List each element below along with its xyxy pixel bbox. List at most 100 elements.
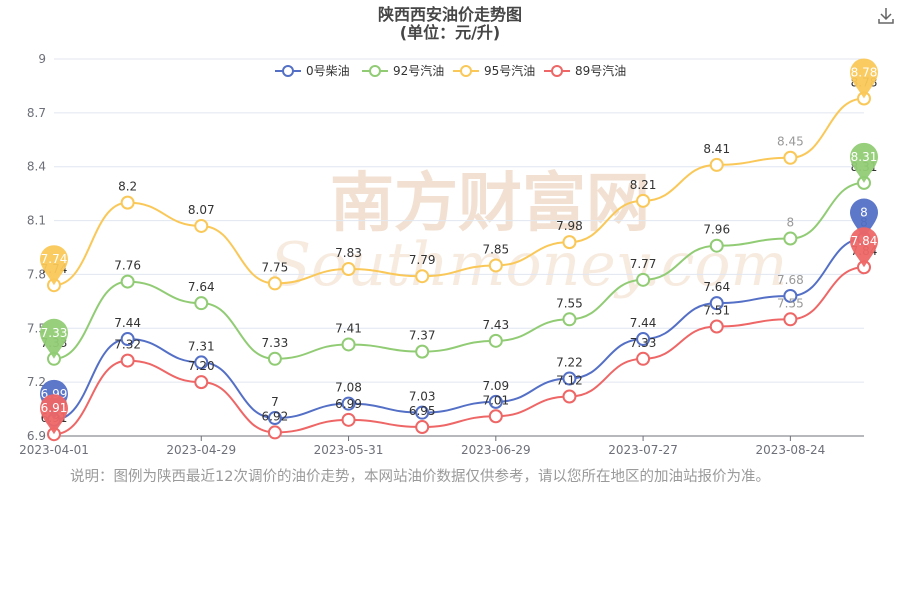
legend[interactable]: 0号柴油 92号汽油 95号汽油 89号汽油 (275, 63, 626, 78)
data-point (267, 351, 282, 366)
x-axis: 2023-04-01 2023-04-29 2023-05-31 2023-06-29… (19, 435, 864, 457)
data-point (709, 319, 724, 334)
pin-shape (850, 227, 878, 268)
y-axis: 6.97.27.57.88.18.48.79 (27, 52, 46, 443)
x-tick-label: 2023-06-29 (461, 443, 531, 457)
data-point (194, 355, 209, 370)
data-label: 7.55 (777, 296, 804, 310)
y-tick-label: 7.8 (27, 267, 46, 281)
data-label: 7.33 (262, 336, 289, 350)
pin-label: 7.33 (41, 326, 68, 340)
data-label: 7.32 (114, 338, 141, 352)
pin-label: 8.78 (851, 65, 878, 79)
x-tick-label: 2023-04-01 (19, 443, 89, 457)
y-tick-label: 8.7 (27, 106, 46, 120)
data-label: 7.03 (409, 390, 436, 404)
data-point (415, 420, 430, 435)
data-label: 7.22 (556, 356, 583, 370)
data-label: 7.68 (777, 273, 804, 287)
data-label: 7.41 (335, 321, 362, 335)
data-point (267, 411, 282, 426)
data-label: 7.79 (409, 253, 436, 267)
pin-shape (850, 58, 878, 99)
pin-shape (40, 318, 68, 359)
pin-marker-min: 6.91 (40, 394, 68, 435)
x-tick-label: 2023-05-31 (314, 443, 384, 457)
data-label: 7.55 (556, 296, 583, 310)
legend-item-2[interactable]: 95号汽油 (453, 63, 535, 78)
legend-label: 89号汽油 (575, 63, 626, 78)
data-point (488, 333, 503, 348)
legend-item-1[interactable]: 92号汽油 (362, 63, 444, 78)
data-label: 7.12 (556, 374, 583, 388)
legend-item-0[interactable]: 0号柴油 (275, 64, 350, 78)
data-point (267, 425, 282, 440)
data-point (709, 157, 724, 172)
series-lines (53, 97, 865, 436)
download-icon[interactable] (876, 6, 896, 26)
data-point (194, 296, 209, 311)
data-label: 8 (787, 216, 795, 230)
data-label: 7.96 (703, 223, 730, 237)
pin-shape (40, 245, 68, 286)
data-label: 8.41 (703, 142, 730, 156)
pin-marker-min: 7.74 (40, 245, 68, 286)
x-tick-label: 2023-08-24 (755, 443, 825, 457)
watermark: 南方财富网 Southmoney.com (270, 166, 787, 300)
series-line-2 (53, 97, 865, 287)
y-tick-label: 8.4 (27, 160, 46, 174)
data-point (267, 276, 282, 291)
data-point (415, 344, 430, 359)
data-point (415, 269, 430, 284)
data-point (488, 409, 503, 424)
chart-title-line1: 陕西西安油价走势图 (378, 5, 522, 24)
data-label: 7.98 (556, 219, 583, 233)
pin-label: 6.91 (41, 401, 68, 415)
data-point (562, 312, 577, 327)
data-point (636, 332, 651, 347)
legend-item-3[interactable]: 89号汽油 (544, 63, 626, 78)
pin-marker-max: 8.78 (850, 58, 878, 99)
series-line-0 (53, 237, 865, 421)
data-point (194, 218, 209, 233)
data-label: 7.51 (703, 303, 730, 317)
data-label: 7.01 (482, 393, 509, 407)
data-point (562, 371, 577, 386)
pin-marker-min: 7.33 (40, 318, 68, 359)
data-label: 7 (271, 395, 279, 409)
min-max-markers: 6.99 8 7.33 8.31 7.74 8.78 6.91 7.84 (40, 58, 878, 435)
data-point (783, 312, 798, 327)
pin-shape (40, 394, 68, 435)
pin-shape (850, 142, 878, 183)
data-label: 7.76 (114, 259, 141, 273)
data-label: 6.99 (335, 397, 362, 411)
data-point (120, 353, 135, 368)
pin-marker-max: 8 (850, 198, 878, 239)
data-point (341, 337, 356, 352)
legend-symbol (460, 65, 472, 77)
pin-shape (850, 198, 878, 239)
data-point (636, 193, 651, 208)
chart-note: 说明：图例为陕西最近12次调价的油价走势，本网站油价数据仅供参考，请以您所在地区… (70, 469, 770, 485)
data-point (120, 195, 135, 210)
legend-symbol (369, 65, 381, 77)
data-label: 7.33 (630, 336, 657, 350)
legend-label: 92号汽油 (393, 63, 444, 78)
watermark-cn: 南方财富网 (330, 166, 650, 241)
series-line-3 (53, 266, 865, 436)
data-label: 7.08 (335, 381, 362, 395)
data-label: 6.92 (262, 409, 289, 423)
legend-label: 95号汽油 (484, 63, 535, 78)
y-tick-label: 6.9 (27, 429, 46, 443)
data-label: 7.64 (703, 280, 730, 294)
data-point (709, 238, 724, 253)
watermark-en: Southmoney.com (270, 230, 787, 300)
data-label: 7.20 (188, 359, 215, 373)
data-label: 7.64 (188, 280, 215, 294)
data-point (120, 274, 135, 289)
pin-label: 8 (860, 206, 868, 220)
pin-label: 7.74 (41, 252, 68, 266)
data-point (783, 288, 798, 303)
data-point (783, 231, 798, 246)
